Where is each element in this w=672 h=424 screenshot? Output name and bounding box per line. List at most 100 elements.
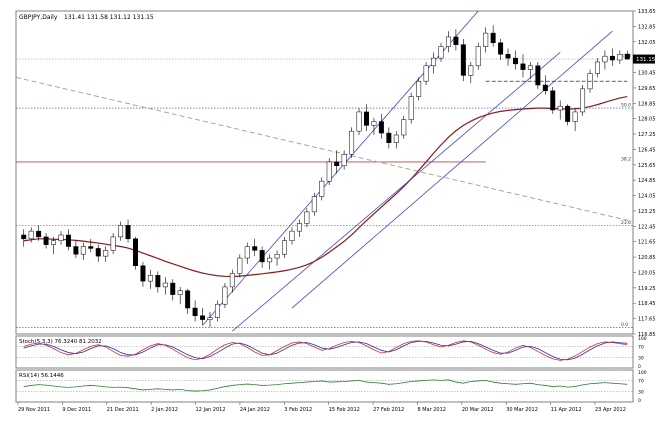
candle <box>371 117 377 136</box>
stochastic-panel: Stoch(5,3,3) 76.3240 81.2032 100 70 30 0 <box>15 335 647 370</box>
candle <box>326 158 332 185</box>
candle <box>334 150 340 174</box>
date-tick-label: 15 Feb 2012 <box>329 407 360 413</box>
candle <box>401 115 407 139</box>
candle <box>557 100 563 120</box>
candle-body <box>393 134 399 143</box>
candle <box>274 250 280 266</box>
candle <box>617 50 623 64</box>
candle <box>431 52 437 74</box>
candle-body <box>133 238 138 266</box>
indicator-tick-label: 0 <box>638 398 641 404</box>
candle-body <box>170 282 176 295</box>
candle <box>229 269 235 293</box>
stochastic-main-line <box>23 340 628 361</box>
rsi-panel: RSI(14) 56.1446 100 70 30 0 <box>15 369 647 404</box>
date-tick-label: 24 Jan 2012 <box>240 407 270 413</box>
candle <box>624 50 630 60</box>
candle-body <box>520 63 526 70</box>
candle <box>177 286 183 305</box>
indicator-tick-label: 0 <box>638 364 641 370</box>
candle <box>65 229 71 251</box>
date-tick-label: 9 Dec 2011 <box>62 407 91 413</box>
candle-body <box>475 46 481 67</box>
candle <box>386 127 392 149</box>
price-tick-label: 124.85 <box>638 178 656 184</box>
date-tick-label: 12 Jan 2012 <box>196 407 226 413</box>
candle <box>259 246 265 268</box>
candle-body <box>147 275 153 282</box>
candle-body <box>192 307 198 316</box>
candle-body <box>140 265 146 282</box>
candle <box>244 242 250 264</box>
candle-body <box>207 317 213 320</box>
descending-trendline <box>15 76 634 222</box>
candle-body <box>483 32 489 47</box>
price-tick-label: 129.65 <box>638 86 656 92</box>
candle-body <box>110 236 116 251</box>
candle <box>363 104 369 132</box>
fib-level-label: 38.2 <box>621 156 631 162</box>
price-tick-label: 117.65 <box>638 317 656 323</box>
candle <box>140 261 146 287</box>
price-tick-label: 132.05 <box>638 40 656 46</box>
stochastic-lines <box>23 340 628 361</box>
candle-body <box>51 240 57 245</box>
date-tick-label: 23 Apr 2012 <box>595 407 626 413</box>
candle-body <box>237 257 243 274</box>
price-tick-label: 116.85 <box>638 332 656 338</box>
candle <box>416 77 422 101</box>
candle-body <box>505 54 511 59</box>
price-tick-label: 120.05 <box>638 270 656 276</box>
candle <box>572 108 578 132</box>
candle-body <box>341 153 347 167</box>
candle <box>505 48 511 66</box>
candle <box>237 254 243 278</box>
date-tick-label: 2 Jan 2012 <box>151 407 178 413</box>
candle-body <box>572 111 578 122</box>
candle-body <box>88 246 94 249</box>
date-tick-label: 11 Apr 2012 <box>551 407 582 413</box>
price-tick-label: 128.05 <box>638 117 656 123</box>
price-tick-label: 124.05 <box>638 194 656 200</box>
candle-body <box>602 55 608 63</box>
price-panel: GBPJPY,Daily 131.41 131.58 131.12 131.15… <box>15 9 656 338</box>
ohlc-readout: 131.41 131.58 131.12 131.15 <box>64 14 154 21</box>
rsi-panel-frame <box>15 369 634 403</box>
candle-body <box>95 248 101 257</box>
candle <box>80 242 86 260</box>
indicator-tick-label: 30 <box>638 390 644 396</box>
candle <box>192 300 198 322</box>
candle <box>185 288 191 314</box>
fib-level-label: 50.0 <box>621 103 631 109</box>
date-tick-label: 20 Mar 2012 <box>462 407 494 413</box>
candle <box>550 86 556 114</box>
candle-body <box>185 290 191 309</box>
candle-body <box>550 90 556 111</box>
candle-body <box>229 273 235 288</box>
price-tick-label: 123.25 <box>638 209 656 215</box>
candle-body <box>594 61 600 74</box>
candle-body <box>267 257 273 263</box>
candle-body <box>282 240 288 255</box>
price-panel-frame <box>15 10 634 335</box>
price-tick-label: 130.45 <box>638 71 656 77</box>
candle <box>51 236 57 255</box>
candle <box>311 192 317 216</box>
candle-body <box>356 111 362 132</box>
candle-body <box>21 234 27 240</box>
candle <box>490 25 496 47</box>
date-tick-label: 21 Dec 2011 <box>107 407 139 413</box>
candle-body <box>535 65 541 86</box>
candle <box>527 61 533 80</box>
candle-body <box>73 246 79 255</box>
date-tick-label: 3 Feb 2012 <box>284 407 312 413</box>
candle <box>542 75 548 95</box>
price-tick-label: 127.25 <box>638 132 656 138</box>
candle <box>289 227 295 245</box>
channel-line <box>291 30 613 309</box>
candle <box>520 54 526 78</box>
candle <box>438 42 444 62</box>
candle <box>58 231 64 245</box>
